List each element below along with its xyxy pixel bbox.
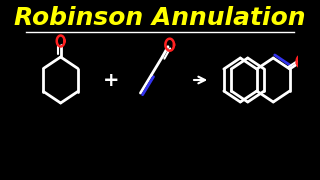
Text: Robinson Annulation: Robinson Annulation [14,6,306,30]
Text: +: + [102,71,119,89]
